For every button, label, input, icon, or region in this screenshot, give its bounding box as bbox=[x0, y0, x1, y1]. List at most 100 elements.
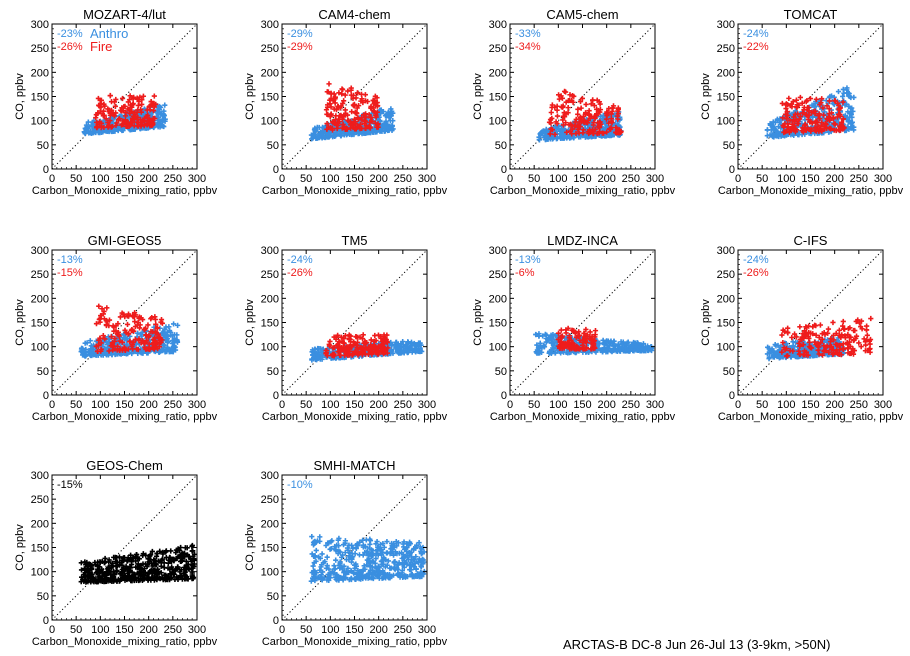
data-point bbox=[147, 117, 153, 124]
bias-label: -13% bbox=[515, 254, 541, 266]
data-point bbox=[82, 129, 88, 135]
x-tick-label: 250 bbox=[850, 399, 868, 411]
data-point bbox=[359, 131, 365, 137]
x-tick-label: 300 bbox=[188, 399, 206, 411]
data-point bbox=[608, 132, 614, 138]
data-point bbox=[156, 105, 162, 111]
x-tick-label: 100 bbox=[777, 173, 795, 185]
data-point bbox=[779, 332, 785, 338]
data-point bbox=[797, 324, 803, 330]
data-point bbox=[152, 115, 158, 122]
y-tick-label: 200 bbox=[489, 293, 507, 305]
data-point bbox=[340, 121, 346, 127]
x-axis-label: Carbon_Monoxide_mixing_ratio, ppbv bbox=[32, 411, 218, 423]
data-point bbox=[342, 107, 348, 113]
x-tick-label: 250 bbox=[622, 173, 640, 185]
data-point bbox=[559, 130, 565, 136]
x-axis-label: Carbon_Monoxide_mixing_ratio, ppbv bbox=[262, 185, 448, 197]
data-point bbox=[340, 100, 346, 107]
data-point bbox=[363, 114, 369, 120]
data-point bbox=[868, 315, 874, 322]
data-point bbox=[556, 96, 562, 102]
y-tick-label: 200 bbox=[31, 293, 49, 305]
data-point bbox=[764, 127, 771, 133]
data-point bbox=[139, 101, 145, 108]
x-tick-label: 150 bbox=[801, 173, 819, 185]
data-point bbox=[365, 129, 371, 136]
y-axis-label: CO, ppbv bbox=[472, 299, 484, 346]
data-point bbox=[604, 129, 610, 135]
y-tick-label: 150 bbox=[489, 318, 507, 330]
x-tick-label: 200 bbox=[597, 399, 615, 411]
data-point bbox=[588, 101, 594, 107]
data-point bbox=[579, 95, 586, 102]
data-point bbox=[138, 106, 144, 113]
data-point bbox=[119, 95, 126, 102]
series-second bbox=[555, 325, 599, 352]
y-tick-label: 150 bbox=[717, 92, 735, 104]
data-point bbox=[386, 113, 392, 120]
data-point bbox=[83, 122, 90, 128]
bias-label: -26% bbox=[743, 267, 769, 279]
y-tick-label: 300 bbox=[489, 245, 507, 257]
data-point bbox=[104, 305, 110, 311]
data-point bbox=[107, 92, 113, 99]
bias-label: -24% bbox=[743, 28, 769, 40]
y-tick-label: 300 bbox=[31, 19, 49, 31]
data-point bbox=[350, 92, 357, 98]
data-point bbox=[130, 100, 136, 107]
scatter-panel: MOZART-4/lut 0 50 100 150 200 250 300 0 50 100 150 2… bbox=[14, 7, 218, 197]
legend-name: Fire bbox=[90, 39, 112, 54]
y-tick-label: 100 bbox=[489, 342, 507, 354]
data-point bbox=[97, 129, 103, 135]
data-point bbox=[155, 111, 161, 117]
x-tick-label: 50 bbox=[528, 173, 540, 185]
series-second bbox=[323, 332, 391, 359]
data-point bbox=[786, 95, 792, 101]
data-point bbox=[340, 86, 346, 93]
data-point bbox=[125, 99, 131, 105]
data-point bbox=[147, 107, 153, 113]
data-point bbox=[150, 108, 157, 114]
x-tick-label: 250 bbox=[164, 173, 182, 185]
data-point bbox=[560, 127, 567, 133]
data-point bbox=[314, 124, 320, 130]
x-tick-label: 200 bbox=[369, 399, 387, 411]
y-tick-label: 150 bbox=[31, 92, 49, 104]
x-tick-label: 150 bbox=[345, 399, 363, 411]
data-point bbox=[555, 126, 561, 132]
data-point bbox=[382, 113, 389, 119]
data-point bbox=[615, 105, 621, 111]
data-point bbox=[332, 133, 339, 139]
bias-label: -29% bbox=[287, 41, 313, 53]
data-point bbox=[161, 113, 167, 119]
y-tick-label: 0 bbox=[501, 390, 507, 402]
x-tick-label: 100 bbox=[321, 173, 339, 185]
data-point bbox=[333, 113, 339, 119]
data-point bbox=[351, 101, 358, 107]
panel-title: C-IFS bbox=[794, 233, 828, 248]
bias-label: -13% bbox=[57, 254, 83, 266]
data-point bbox=[575, 106, 581, 112]
y-tick-label: 50 bbox=[267, 366, 279, 378]
panel-title: CAM5-chem bbox=[546, 7, 618, 22]
data-point bbox=[341, 132, 347, 138]
data-point bbox=[549, 136, 555, 142]
data-point bbox=[385, 110, 391, 116]
x-tick-label: 300 bbox=[646, 173, 664, 185]
x-tick-label: 250 bbox=[394, 173, 412, 185]
y-tick-label: 150 bbox=[31, 318, 49, 330]
data-point bbox=[350, 130, 356, 136]
x-tick-label: 200 bbox=[597, 173, 615, 185]
data-point bbox=[326, 81, 332, 87]
bias-label: -24% bbox=[287, 254, 313, 266]
data-point bbox=[324, 102, 331, 108]
y-tick-label: 250 bbox=[489, 269, 507, 281]
data-point bbox=[563, 99, 569, 105]
data-point bbox=[162, 102, 168, 108]
x-tick-label: 0 bbox=[735, 399, 741, 411]
y-tick-label: 50 bbox=[37, 366, 49, 378]
data-point bbox=[355, 123, 362, 130]
